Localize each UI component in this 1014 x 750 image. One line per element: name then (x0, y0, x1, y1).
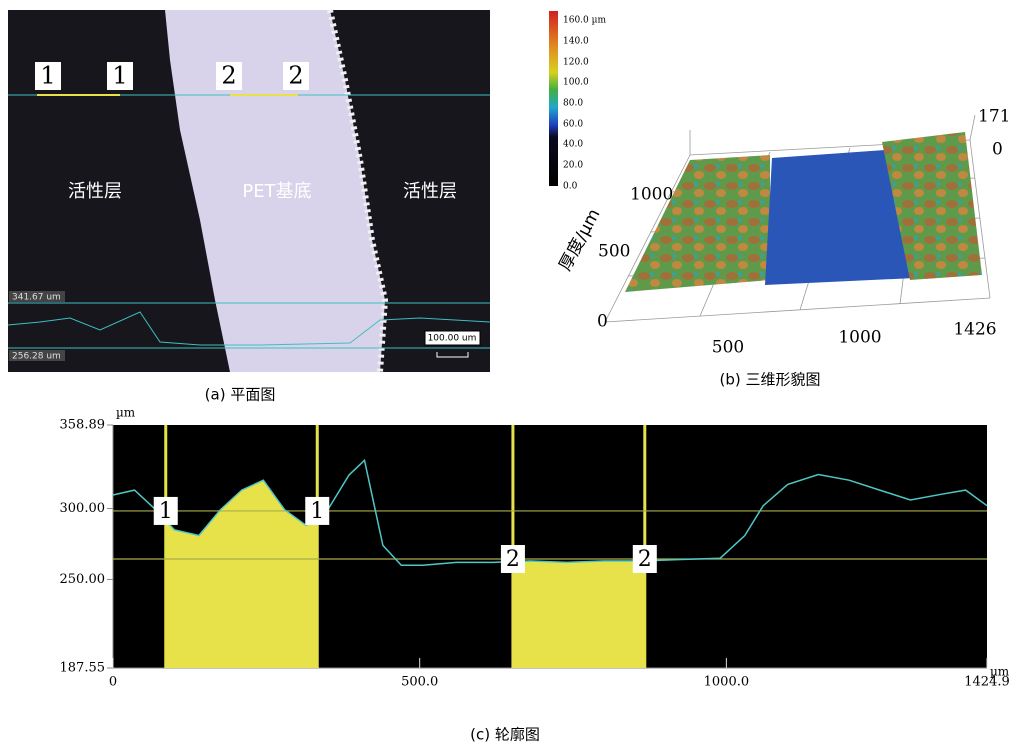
figure: 1 1 2 2 活性层 PET基底 活性层 341.67 um 256.28 u… (0, 0, 1014, 750)
y-tick-label: 358.89 (60, 418, 106, 433)
colorbar-label: 80.0 (563, 99, 583, 109)
x-tick-label: 1424.9 (964, 675, 1010, 690)
x-label: 1000 (838, 328, 881, 348)
marker: 1 (310, 499, 324, 524)
marker: 2 (221, 62, 236, 90)
colorbar-label: 0.0 (563, 182, 578, 192)
colorbar-label: 100.0 (563, 78, 589, 88)
region-label: 活性层 (68, 181, 122, 202)
z-label: 0 (992, 140, 1003, 160)
x-tick-label: 500.0 (401, 675, 438, 690)
marker: 2 (288, 62, 303, 90)
y-tick-label: 300.00 (60, 501, 106, 516)
panel-a: 1 1 2 2 活性层 PET基底 活性层 341.67 um 256.28 u… (8, 10, 490, 404)
colorbar-label: 140.0 (563, 37, 589, 47)
x-label: 500 (712, 338, 744, 358)
y-label: 1000 (630, 185, 673, 205)
marker: 1 (112, 62, 127, 90)
marker: 1 (40, 62, 55, 90)
caption: (a) 平面图 (205, 386, 276, 404)
colorbar-label: 40.0 (563, 140, 583, 150)
panel-b: 160.0 µm 140.0 120.0 100.0 80.0 60.0 40.… (549, 11, 1010, 389)
y-title: 厚度/µm (555, 206, 604, 275)
y-tick-label: 187.55 (60, 661, 106, 676)
x-tick-label: 0 (109, 675, 117, 690)
y-label: 0 (597, 312, 608, 332)
x-tick-label: 1000.0 (704, 675, 750, 690)
region-label: 活性层 (403, 181, 457, 202)
marker: 2 (506, 547, 520, 572)
scale-label: 256.28 um (12, 352, 61, 362)
z-label: 171 (978, 107, 1010, 127)
x-label: 1426 (953, 320, 996, 340)
caption: (c) 轮廓图 (470, 726, 540, 744)
colorbar (549, 11, 558, 186)
colorbar-label: 120.0 (563, 58, 589, 68)
marker: 2 (638, 547, 652, 572)
y-tick-label: 250.00 (60, 572, 106, 587)
marker: 1 (159, 499, 173, 524)
scale-label: 341.67 um (12, 293, 61, 303)
active-layer-surface (625, 155, 770, 292)
y-label: 500 (598, 242, 630, 262)
colorbar-label: 160.0 µm (563, 16, 606, 26)
caption: (b) 三维形貌图 (720, 371, 821, 389)
colorbar-label: 60.0 (563, 120, 583, 130)
scale-bar-label: 100.00 um (428, 334, 477, 344)
region-label: PET基底 (242, 181, 311, 202)
y-unit: µm (116, 406, 136, 420)
colorbar-label: 20.0 (563, 161, 583, 171)
